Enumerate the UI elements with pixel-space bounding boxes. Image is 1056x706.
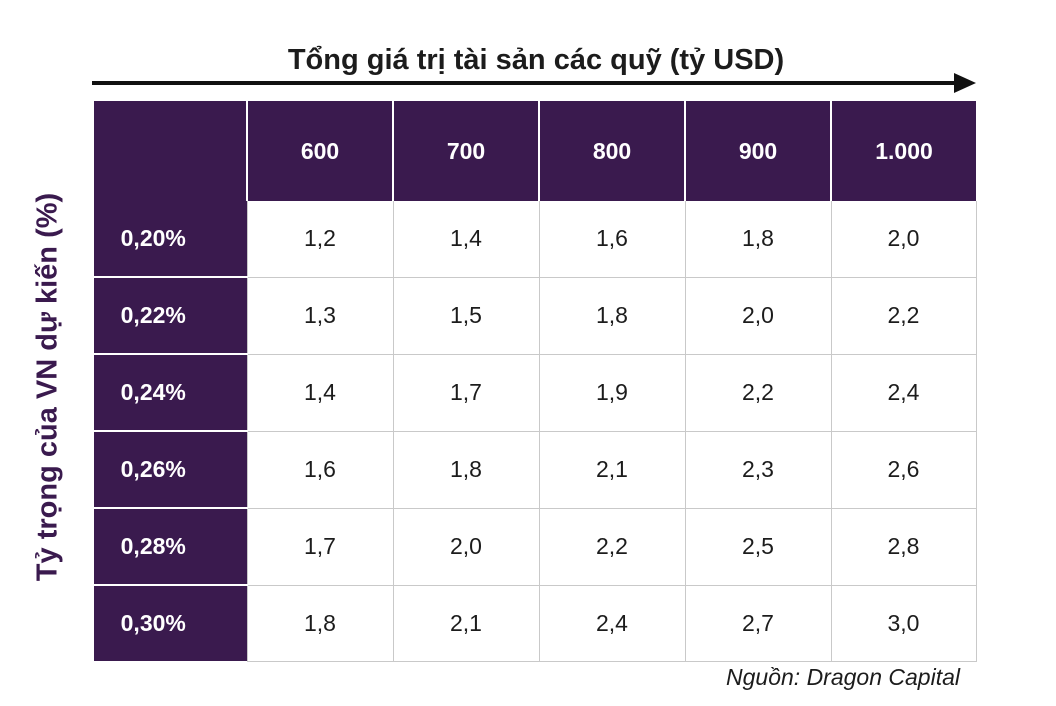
- data-cell: 2,4: [538, 585, 685, 662]
- table-row: 0,28% 1,7 2,0 2,2 2,5 2,8: [94, 508, 977, 586]
- data-cell: 2,1: [392, 585, 539, 662]
- data-cell: 1,4: [246, 354, 393, 432]
- data-cell: 2,2: [684, 354, 831, 432]
- data-cell: 2,0: [830, 201, 977, 278]
- table-header-row: 600 700 800 900 1.000: [94, 101, 976, 201]
- row-header: 0,26%: [94, 431, 247, 509]
- chart-title: Tổng giá trị tài sản các quỹ (tỷ USD): [287, 44, 785, 76]
- column-header: 700: [392, 101, 540, 201]
- data-cell: 2,0: [392, 508, 539, 586]
- data-cell: 1,9: [538, 354, 685, 432]
- data-cell: 3,0: [830, 585, 977, 662]
- data-cell: 1,6: [246, 431, 393, 509]
- data-cell: 1,4: [392, 201, 539, 278]
- data-cell: 1,8: [538, 277, 685, 355]
- vertical-axis-label: Tỷ trọng của VN dự kiến (%): [31, 192, 64, 582]
- data-cell: 1,6: [538, 201, 685, 278]
- row-header: 0,24%: [94, 354, 247, 432]
- data-cell: 2,0: [684, 277, 831, 355]
- column-header: 600: [246, 101, 394, 201]
- table-row: 0,22% 1,3 1,5 1,8 2,0 2,2: [94, 277, 977, 355]
- data-cell: 1,5: [392, 277, 539, 355]
- data-cell: 2,7: [684, 585, 831, 662]
- row-header: 0,20%: [94, 201, 247, 278]
- data-cell: 2,2: [830, 277, 977, 355]
- column-header: 1.000: [830, 101, 976, 201]
- row-header: 0,30%: [94, 585, 247, 661]
- data-cell: 2,1: [538, 431, 685, 509]
- horizontal-axis-arrow: [92, 73, 976, 93]
- data-table: 600 700 800 900 1.000 0,20% 1,2 1,4 1,6 …: [94, 101, 977, 662]
- data-cell: 1,2: [246, 201, 393, 278]
- corner-cell: [94, 101, 248, 201]
- data-cell: 1,3: [246, 277, 393, 355]
- table-row: 0,30% 1,8 2,1 2,4 2,7 3,0: [94, 585, 977, 662]
- data-cell: 2,3: [684, 431, 831, 509]
- column-header: 800: [538, 101, 686, 201]
- data-cell: 1,7: [392, 354, 539, 432]
- data-cell: 1,8: [246, 585, 393, 662]
- data-cell: 2,2: [538, 508, 685, 586]
- row-header: 0,22%: [94, 277, 247, 355]
- source-note: Nguồn: Dragon Capital: [726, 664, 960, 690]
- data-cell: 2,6: [830, 431, 977, 509]
- data-cell: 1,8: [392, 431, 539, 509]
- data-cell: 1,7: [246, 508, 393, 586]
- data-cell: 2,8: [830, 508, 977, 586]
- data-cell: 2,5: [684, 508, 831, 586]
- data-cell: 2,4: [830, 354, 977, 432]
- row-header: 0,28%: [94, 508, 247, 586]
- table-row: 0,26% 1,6 1,8 2,1 2,3 2,6: [94, 431, 977, 509]
- table-row: 0,20% 1,2 1,4 1,6 1,8 2,0: [94, 201, 977, 278]
- column-header: 900: [684, 101, 832, 201]
- table-row: 0,24% 1,4 1,7 1,9 2,2 2,4: [94, 354, 977, 432]
- data-cell: 1,8: [684, 201, 831, 278]
